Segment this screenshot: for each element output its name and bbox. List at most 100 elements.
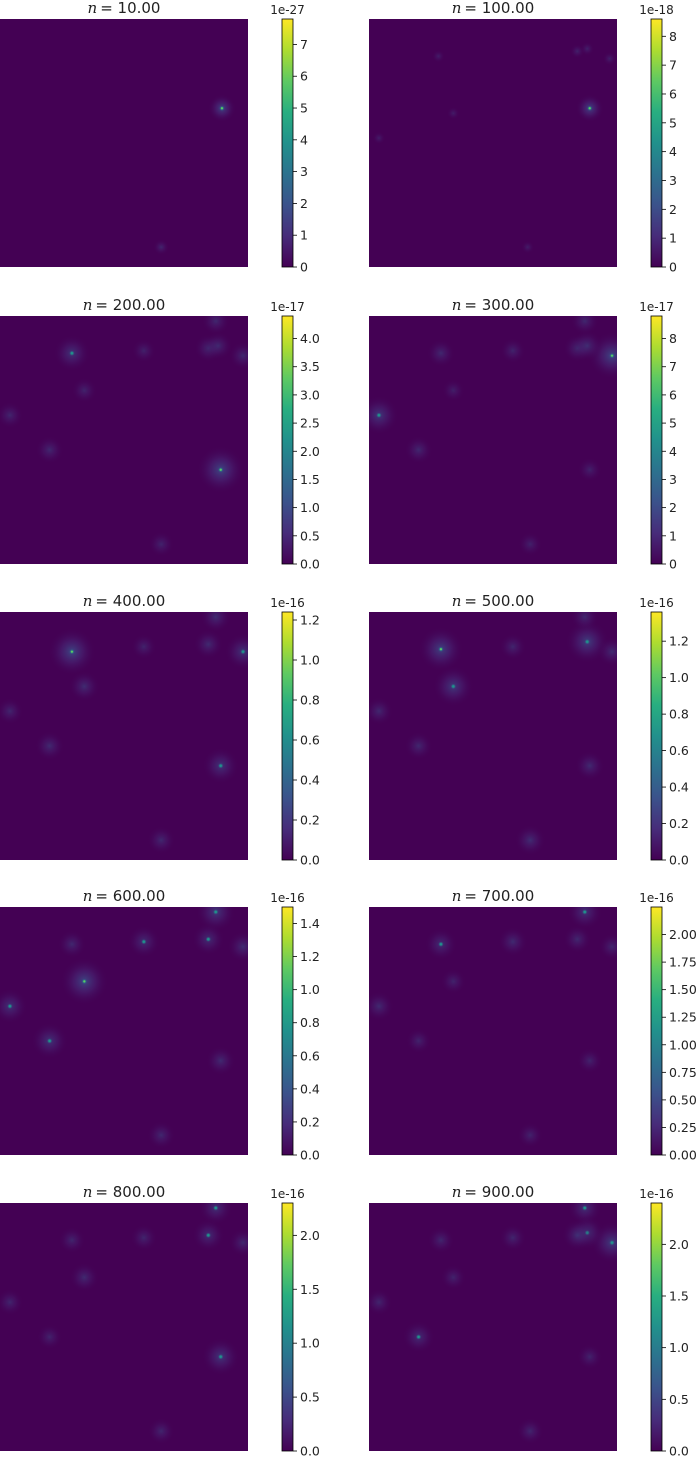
source-halo (405, 1028, 432, 1054)
source-halo (427, 1226, 455, 1254)
source-peak (452, 685, 455, 688)
colorbar-tick-label: 1.2 (300, 949, 320, 964)
colorbar (281, 315, 294, 565)
source-halo (0, 988, 28, 1024)
source-halo (148, 531, 174, 557)
source-halo (147, 825, 176, 855)
source-halo (58, 1226, 86, 1254)
source-peak (417, 1335, 420, 1339)
panel-title-var: n (452, 1183, 462, 1201)
colorbar-exponent: 1e-16 (270, 596, 305, 610)
colorbar-tick-label: 0.0 (300, 557, 320, 572)
panel-title: n = 700.00 (452, 887, 535, 905)
source-halo (131, 633, 157, 660)
source-halo (204, 331, 233, 360)
colorbar-exponent: 1e-16 (639, 1187, 674, 1201)
colorbar-exponent: 1e-17 (639, 300, 674, 314)
source-peak (48, 1039, 51, 1043)
source-peak (610, 354, 614, 357)
panel-title-var: n (452, 296, 462, 314)
source-halo (574, 750, 605, 781)
colorbar-exponent: 1e-16 (270, 891, 305, 905)
source-halo (497, 926, 528, 957)
colorbar-tick-label: 1.75 (669, 955, 697, 970)
colorbar-exponent: 1e-18 (639, 3, 674, 17)
panel-title: n = 500.00 (452, 592, 535, 610)
colorbar-tick-label: 1.5 (669, 1289, 689, 1304)
source-halo (500, 337, 526, 364)
colorbar-tick-label: 1 (300, 228, 308, 243)
panel-title-value: = 700.00 (464, 887, 534, 905)
source-halo (0, 401, 24, 429)
colorbar-tick-label: 0.8 (300, 693, 320, 708)
panel-title-value: = 10.00 (100, 0, 160, 17)
source-peak (439, 943, 443, 946)
source-halo (35, 435, 64, 465)
source-halo (597, 636, 617, 667)
colorbar-tick-label: 1.0 (669, 1340, 689, 1355)
colorbar (650, 315, 663, 565)
colorbar-tick-label: 0.8 (300, 1015, 320, 1030)
source-halo (404, 731, 433, 761)
source-halo (369, 697, 394, 726)
colorbar-tick-label: 0.8 (669, 707, 689, 722)
source-halo (514, 824, 546, 856)
colorbar-tick-label: 3 (669, 472, 677, 487)
colorbar-tick-label: 7 (669, 58, 677, 73)
source-halo (0, 697, 24, 725)
heatmap-panel-8: n = 700.00 1e-16 0.00 0.25 0.50 0.75 1.00 1.25 1.… (369, 887, 697, 1163)
colorbar-tick-label: 1.00 (669, 1037, 697, 1052)
colorbar-tick-label: 3.0 (300, 387, 320, 402)
source-halo (71, 377, 98, 404)
source-peak (83, 980, 86, 983)
panel-title-var: n (83, 1183, 93, 1201)
source-halo (563, 925, 592, 954)
colorbar-tick-label: 2.0 (300, 1228, 320, 1243)
source-halo (426, 339, 456, 368)
source-halo (224, 633, 248, 671)
panel-title-var: n (452, 0, 462, 17)
source-halo (131, 338, 156, 363)
source-halo (576, 1047, 603, 1074)
panel-title-value: = 100.00 (464, 0, 534, 17)
source-halo (34, 731, 65, 761)
heatmap-sources (372, 41, 617, 254)
panel-title-var: n (83, 296, 93, 314)
source-halo (570, 612, 599, 632)
colorbar-tick-label: 0.2 (300, 813, 320, 828)
source-peak (377, 414, 381, 417)
colorbar-tick-label: 1.0 (669, 670, 689, 685)
colorbar-tick-label: 1.0 (300, 500, 320, 515)
colorbar-tick-label: 4 (300, 132, 308, 147)
colorbar-tick-label: 2.00 (669, 927, 697, 942)
source-halo (561, 1219, 593, 1251)
source-halo (440, 968, 467, 995)
colorbar-tick-label: 0.4 (300, 1081, 320, 1096)
colorbar (650, 906, 663, 1156)
panel-title-value: = 800.00 (95, 1183, 165, 1201)
panel-title-value: = 500.00 (464, 592, 534, 610)
heatmap-sources (369, 907, 617, 1148)
source-halo (193, 629, 224, 660)
source-halo (431, 49, 445, 63)
colorbar-tick-label: 5 (669, 115, 677, 130)
source-halo (602, 51, 617, 66)
panel-title-value: = 200.00 (95, 296, 165, 314)
colorbar-tick-label: 0.4 (300, 773, 320, 788)
heatmap-background (0, 19, 248, 267)
colorbar-tick-label: 0.0 (300, 853, 320, 868)
colorbar-exponent: 1e-27 (270, 3, 305, 17)
colorbar-tick-label: 0 (669, 557, 677, 572)
source-halo (205, 1045, 236, 1076)
colorbar-tick-label: 0.75 (669, 1065, 697, 1080)
source-peak (70, 352, 74, 355)
colorbar (281, 18, 294, 268)
colorbar-tick-label: 4 (669, 444, 677, 459)
panel-title-var: n (83, 592, 93, 610)
source-halo (567, 907, 603, 930)
panel-title: n = 900.00 (452, 1183, 535, 1201)
source-halo (369, 1288, 393, 1316)
heatmap-sources (153, 94, 236, 256)
colorbar-tick-label: 7 (669, 359, 677, 374)
